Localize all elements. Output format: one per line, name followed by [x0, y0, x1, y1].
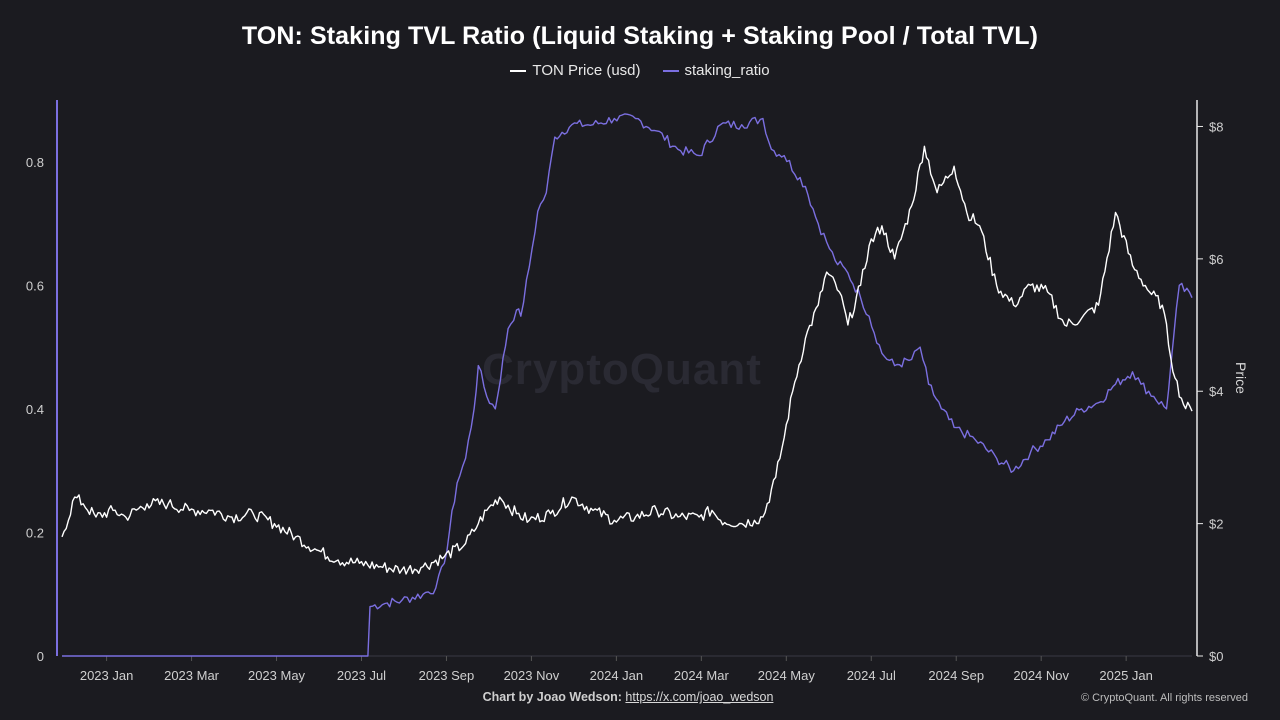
x-tick-label: 2024 Jan [590, 668, 644, 683]
y-left-tick-label: 0 [37, 649, 44, 664]
legend-swatch-staking-ratio [662, 69, 679, 72]
y-right-tick-label: $4 [1209, 384, 1223, 399]
credit-prefix: Chart by Joao Wedson: [482, 690, 622, 704]
y-left-tick-label: 0.4 [26, 402, 44, 417]
chart-title: TON: Staking TVL Ratio (Liquid Staking +… [241, 22, 1039, 50]
y-right-tick-label: $6 [1209, 252, 1223, 267]
x-tick-label: 2025 Jan [1099, 668, 1153, 683]
x-tick-label: 2024 May [758, 668, 816, 683]
legend-item-staking-ratio[interactable]: staking_ratio [662, 62, 770, 79]
y-right-tick-label: $0 [1209, 649, 1223, 664]
x-tick-label: 2024 Nov [1013, 668, 1069, 683]
x-tick-label: 2024 Sep [928, 668, 984, 683]
x-tick-label: 2023 Jul [337, 668, 386, 683]
legend-swatch-price [510, 69, 527, 72]
x-tick-label: 2024 Mar [674, 668, 730, 683]
y-left-tick-label: 0.6 [26, 278, 44, 293]
y-left-tick-label: 0.8 [26, 155, 44, 170]
watermark: CryptoQuant [482, 345, 762, 394]
y-left-tick-label: 0.2 [26, 525, 44, 540]
x-tick-label: 2023 Mar [164, 668, 220, 683]
y-right-axis-label: Price [1233, 362, 1249, 394]
copyright: © CryptoQuant. All rights reserved [1080, 692, 1248, 704]
x-tick-label: 2023 Jan [80, 668, 134, 683]
x-tick-label: 2023 May [248, 668, 306, 683]
y-right-tick-label: $8 [1209, 119, 1223, 134]
y-right-tick-label: $2 [1209, 517, 1223, 532]
legend-item-price[interactable]: TON Price (usd) [510, 62, 641, 79]
x-tick-label: 2023 Sep [419, 668, 475, 683]
x-tick-label: 2024 Jul [847, 668, 896, 683]
series-lines [61, 113, 1193, 657]
series-line-ton-price [61, 145, 1193, 575]
tick-labels: 0 0.2 0.4 0.6 0.8 $0 $2 $4 $6 $8 Price 2023 Jan 2023… [26, 119, 1249, 683]
x-tick-label: 2023 Nov [504, 668, 560, 683]
series-line-staking-ratio [62, 113, 1193, 657]
footer-credit: Chart by Joao Wedson: https://x.com/joao… [0, 690, 1256, 704]
credit-link[interactable]: https://x.com/joao_wedson [625, 690, 774, 704]
legend-label-staking-ratio: staking_ratio [684, 62, 770, 79]
chart-legend: TON Price (usd) staking_ratio [0, 62, 1280, 79]
legend-label-price: TON Price (usd) [532, 62, 641, 79]
axes [56, 100, 1203, 661]
